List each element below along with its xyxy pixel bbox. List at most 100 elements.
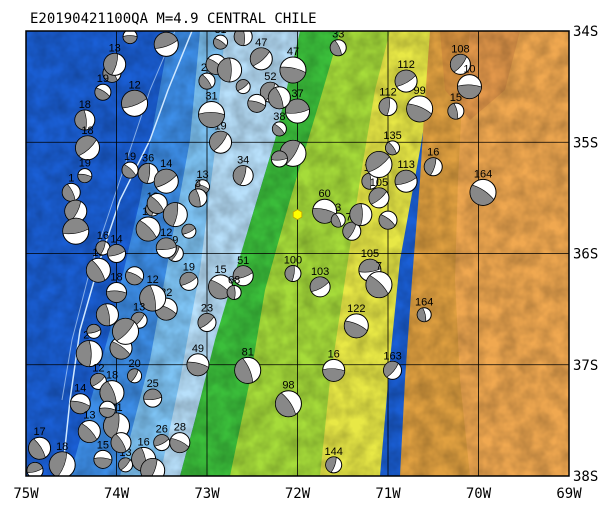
event-depth-label: 98 [282,380,294,392]
compressional-quadrant [122,35,138,44]
compressional-quadrant [93,457,113,469]
focal-mechanism: 14 [153,158,179,194]
focal-mechanism: 19 [94,73,112,101]
event-depth-label: 164 [415,297,433,309]
lon-tick-label: 74W [104,486,130,502]
focal-mechanism: 163 [383,350,403,380]
focal-mechanism: 105 [368,177,390,209]
event-depth-label: 12 [128,79,140,91]
focal-mechanism: 31 [213,31,229,50]
compressional-quadrant [137,163,151,184]
focal-mechanism: 103 [309,266,331,298]
focal-mechanism: 15 [447,92,465,120]
compressional-quadrant [378,214,396,230]
focal-mechanism: 13 [103,42,127,76]
compressional-quadrant [156,237,177,250]
event-depth-label: 47 [255,37,267,49]
lon-tick-label: 69W [556,486,582,502]
compressional-quadrant [146,195,165,214]
event-depth-label: 163 [383,350,401,362]
event-depth-label: 15 [214,264,226,276]
compressional-quadrant [232,165,247,186]
compressional-quadrant [234,357,254,384]
focal-mechanism-layer: 2112131219181819119361413319312134323138… [26,31,497,476]
compressional-quadrant [86,324,101,334]
focal-mechanism: 108 [449,43,471,75]
compressional-quadrant [209,131,228,152]
event-depth-label: 60 [319,188,331,200]
focal-mechanism [270,150,288,168]
focal-mechanism: 19 [121,151,139,179]
focal-mechanism: 37 [285,88,310,124]
event-depth-label: 135 [383,130,401,142]
event-depth-label: 49 [192,343,204,355]
focal-mechanism: 144 [325,446,343,474]
focal-mechanism [62,217,90,245]
epicenter-marker [292,209,303,221]
compressional-quadrant [198,74,213,90]
compressional-quadrant [250,47,270,67]
event-depth-label: 112 [379,87,397,99]
focal-mechanism: 19 [209,120,233,154]
focal-mechanism: 14 [107,234,126,263]
focal-mechanism: 28 [169,422,191,454]
focal-mechanism: 25 [143,378,163,408]
focal-mechanism: 81 [234,346,262,384]
focal-mechanism: 113 [394,159,418,193]
focal-mechanism: 16 [322,348,346,382]
compressional-quadrant [61,183,76,202]
compressional-quadrant [394,169,417,186]
focal-mechanism [365,151,393,178]
focal-mechanism: 15 [208,264,234,300]
compressional-quadrant [271,150,288,161]
event-depth-label: 16 [138,436,150,448]
focal-mechanism: 18 [106,271,127,303]
compressional-quadrant [135,220,157,242]
event-depth-label: 19 [124,151,136,163]
focal-mechanism: 100 [284,255,302,283]
focal-mechanism: 21 [122,31,138,45]
focal-mechanism: 164 [415,297,433,323]
compressional-quadrant [394,69,416,87]
event-depth-label: 17 [33,426,45,438]
compressional-quadrant [112,318,135,342]
event-depth-label: 13 [133,301,145,313]
compressional-quadrant [457,84,482,99]
compressional-quadrant [70,400,91,414]
event-depth-label: 23 [201,302,213,314]
event-depth-label: 15 [97,439,109,451]
compressional-quadrant [358,258,382,273]
event-depth-label: 3 [195,178,201,190]
compressional-quadrant [450,54,468,73]
event-depth-label: 12 [160,227,172,239]
focal-mechanism: 33 [329,31,347,57]
focal-mechanism: 3 [330,202,346,228]
event-depth-label: 18 [79,99,91,111]
focal-mechanism: 12 [155,227,177,259]
lon-tick-label: 73W [194,486,220,502]
event-depth-label: 18 [106,370,118,382]
focal-mechanism: 32 [153,31,179,57]
focal-mechanism [267,86,291,110]
focal-mechanism: 38 [233,31,253,47]
compressional-quadrant [181,224,196,235]
event-depth-label: 28 [174,422,186,434]
event-depth-label: 20 [128,358,140,370]
lon-tick-label: 70W [466,486,492,502]
compressional-quadrant [325,456,337,473]
compressional-quadrant [109,341,131,360]
lat-tick-label: 34S [573,24,598,40]
compressional-quadrant [48,451,68,476]
compressional-quadrant [62,218,89,235]
event-depth-label: 16 [328,348,340,360]
compressional-quadrant [139,284,156,312]
compressional-quadrant [268,87,284,109]
compressional-quadrant [118,457,131,471]
focal-mechanism: 12 [121,79,149,117]
focal-mechanism [235,79,251,95]
compressional-quadrant [322,368,345,382]
focal-mechanism: 60 [312,188,338,224]
compressional-quadrant [154,168,177,188]
compressional-quadrant [198,112,225,128]
event-depth-label: 18 [110,271,122,283]
